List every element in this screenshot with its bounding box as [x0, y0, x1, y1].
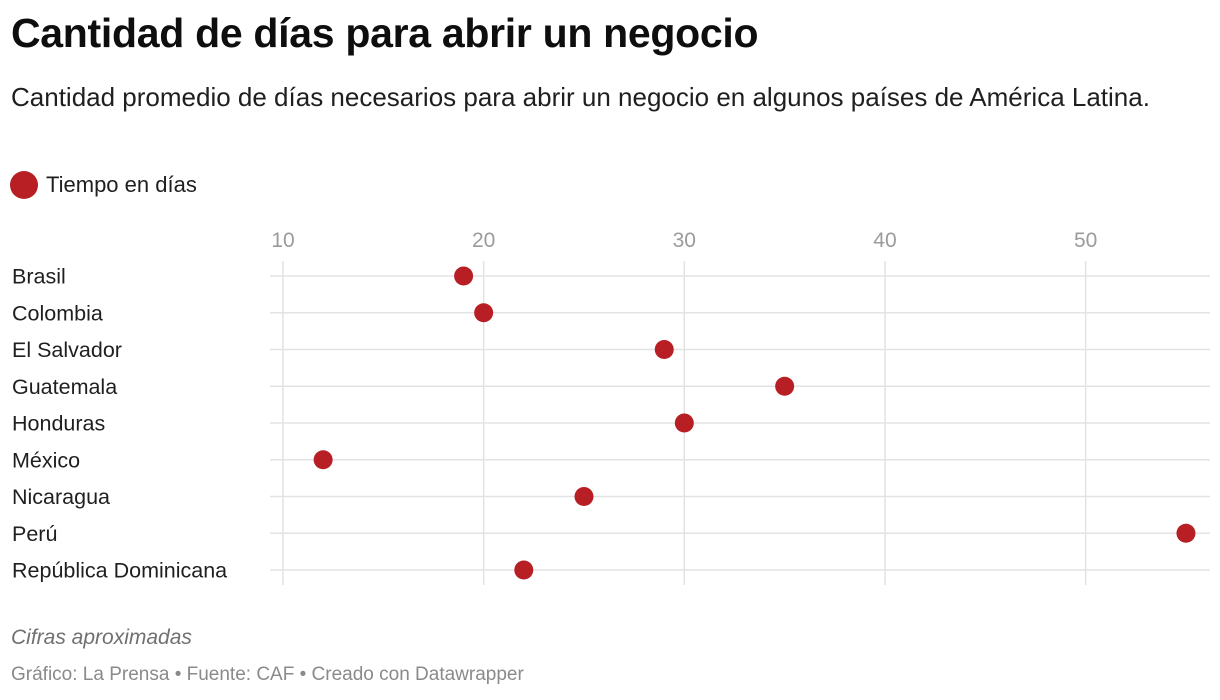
data-point-republica-dominicana — [514, 560, 534, 580]
y-label-el-salvador: El Salvador — [12, 338, 122, 362]
data-point-colombia — [474, 303, 494, 323]
legend-dot-icon — [10, 171, 38, 199]
y-axis-labels: Brasil Colombia El Salvador Guatemala Hondur… — [12, 265, 227, 583]
legend: Tiempo en días — [10, 170, 197, 200]
chart-subtitle: Cantidad promedio de días necesarios par… — [11, 82, 1150, 112]
data-point-guatemala — [775, 376, 795, 396]
x-tick-label-20: 20 — [472, 229, 495, 252]
data-point-mexico — [313, 450, 333, 470]
grid-layer — [270, 261, 1210, 585]
data-point-honduras — [674, 413, 694, 433]
y-label-nicaragua: Nicaragua — [12, 485, 110, 509]
y-label-honduras: Honduras — [12, 412, 105, 436]
chart-title: Cantidad de días para abrir un negocio — [11, 10, 759, 56]
y-label-colombia: Colombia — [12, 301, 103, 325]
data-point-el-salvador — [654, 340, 674, 359]
legend-label: Tiempo en días — [46, 172, 197, 197]
dot-plot: 10 20 30 40 50 Brasil Colombia El Salvador Guat… — [12, 229, 1210, 585]
x-tick-label-50: 50 — [1074, 229, 1097, 252]
y-label-guatemala: Guatemala — [12, 375, 117, 399]
y-label-republica-dominicana: República Dominicana — [12, 559, 227, 583]
x-tick-label-30: 30 — [673, 229, 696, 252]
x-axis-ticks: 10 20 30 40 50 — [271, 229, 1097, 252]
y-label-peru: Perú — [12, 522, 57, 546]
data-point-brasil — [454, 266, 474, 286]
chart-notes: Cifras aproximadas — [11, 626, 192, 649]
data-points — [313, 266, 1196, 580]
chart-credit: Gráfico: La Prensa • Fuente: CAF • Cread… — [11, 664, 524, 685]
y-label-brasil: Brasil — [12, 265, 66, 289]
x-tick-label-40: 40 — [873, 229, 896, 252]
y-label-mexico: México — [12, 448, 80, 472]
data-point-peru — [1176, 523, 1196, 543]
data-point-nicaragua — [574, 487, 594, 506]
x-tick-label-10: 10 — [271, 229, 294, 252]
